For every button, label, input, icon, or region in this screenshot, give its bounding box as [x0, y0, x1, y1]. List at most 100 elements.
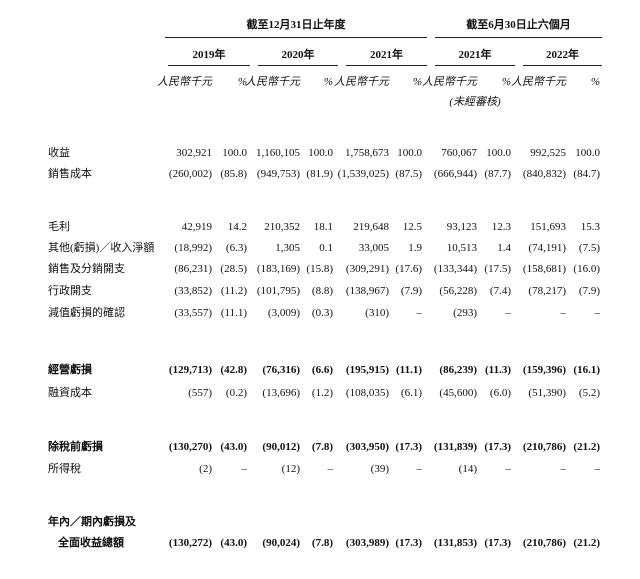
cell: (43.0)	[220, 441, 247, 453]
cell: (6.0)	[489, 387, 511, 399]
cell: 302,921	[176, 147, 212, 159]
cell: (6.6)	[311, 364, 333, 376]
year: 2019年	[192, 49, 226, 61]
cell: (195,915)	[345, 364, 389, 376]
unit-amount: 人民幣千元	[245, 76, 300, 88]
cell: (7.8)	[311, 441, 333, 453]
cell: (101,795)	[256, 285, 300, 297]
cell: 1,758,673	[345, 147, 389, 159]
cell: (310)	[365, 307, 389, 319]
cell: (39)	[370, 463, 389, 475]
rule	[523, 65, 602, 66]
row-label: 年內／期內虧損及	[48, 516, 136, 528]
cell: 1.4	[497, 242, 511, 254]
cell: 992,525	[530, 147, 566, 159]
cell: (158,681)	[522, 263, 566, 275]
cell: 12.3	[491, 221, 511, 233]
cell: (86,231)	[174, 263, 212, 275]
cell: (76,316)	[262, 364, 300, 376]
cell: (17.6)	[395, 263, 422, 275]
cell: 18.1	[313, 221, 333, 233]
cell: (33,557)	[174, 307, 212, 319]
cell: (6.1)	[400, 387, 422, 399]
cell: 100.0	[575, 147, 600, 159]
cell: 10,513	[446, 242, 477, 254]
cell: –	[327, 463, 334, 475]
row-label: 全面收益總額	[58, 537, 124, 549]
cell: 1.9	[408, 242, 422, 254]
year: 2021年	[458, 49, 492, 61]
unaudited: (未經審核)	[449, 96, 501, 108]
cell: (138,967)	[345, 285, 389, 297]
cell: (557)	[188, 387, 212, 399]
cell: (21.2)	[573, 537, 600, 549]
cell: (309,291)	[345, 263, 389, 275]
cell: (108,035)	[345, 387, 389, 399]
group-title: 截至6月30日止六個月	[466, 19, 571, 31]
cell: (3,009)	[267, 307, 300, 319]
year: 2022年	[546, 49, 579, 61]
cell: 151,693	[530, 221, 566, 233]
cell: (11.1)	[396, 364, 422, 376]
cell: (90,024)	[262, 537, 300, 549]
cell: (51,390)	[528, 387, 566, 399]
cell: (14)	[458, 463, 477, 475]
cell: (131,853)	[433, 537, 477, 549]
cell: 210,352	[264, 221, 300, 233]
cell: (8.8)	[311, 285, 333, 297]
cell: (18,992)	[174, 242, 212, 254]
unit-amount: 人民幣千元	[422, 76, 477, 88]
cell: 100.0	[486, 147, 511, 159]
cell: –	[560, 463, 567, 475]
cell: (17.5)	[484, 263, 511, 275]
cell: (12)	[281, 463, 300, 475]
unit-percent: %	[501, 76, 511, 88]
unit-percent: %	[237, 76, 247, 88]
cell: –	[594, 307, 601, 319]
cell: 0.1	[319, 242, 333, 254]
cell: (17.3)	[484, 441, 511, 453]
cell: (129,713)	[168, 364, 212, 376]
cell: (130,270)	[168, 441, 212, 453]
unit-amount: 人民幣千元	[334, 76, 389, 88]
cell: (13,696)	[262, 387, 300, 399]
unit-percent: %	[323, 76, 333, 88]
cell: (293)	[453, 307, 477, 319]
row-label: 除稅前虧損	[48, 441, 103, 453]
cell: (6.3)	[225, 242, 247, 254]
unit-percent: %	[412, 76, 422, 88]
unit-percent: %	[590, 76, 600, 88]
unit-amount: 人民幣千元	[157, 76, 212, 88]
cell: 42,919	[181, 221, 212, 233]
cell: –	[505, 307, 512, 319]
rule	[435, 65, 515, 66]
cell: (85.8)	[220, 168, 247, 180]
cell: (21.2)	[573, 441, 600, 453]
cell: (133,344)	[433, 263, 477, 275]
cell: (78,217)	[528, 285, 566, 297]
cell: (303,950)	[345, 441, 389, 453]
cell: (87.5)	[395, 168, 422, 180]
cell: 12.5	[402, 221, 422, 233]
cell: (16.1)	[573, 364, 600, 376]
year: 2020年	[281, 49, 315, 61]
cell: (81.9)	[306, 168, 333, 180]
cell: (11.1)	[220, 307, 247, 319]
cell: (45,600)	[439, 387, 477, 399]
row-label: 減值虧損的確認	[48, 307, 125, 319]
cell: 100.0	[222, 147, 247, 159]
rule	[346, 65, 427, 66]
cell: (28.5)	[220, 263, 247, 275]
cell: (159,396)	[522, 364, 566, 376]
row-label: 融資成本	[48, 387, 92, 399]
cell: (7.4)	[489, 285, 511, 297]
cell: (840,832)	[522, 168, 566, 180]
cell: 14.2	[227, 221, 247, 233]
cell: –	[560, 307, 567, 319]
cell: (15.8)	[306, 263, 333, 275]
cell: (42.8)	[220, 364, 247, 376]
cell: (56,228)	[439, 285, 477, 297]
row-label: 銷售及分銷開支	[48, 263, 125, 275]
cell: (131,839)	[433, 441, 477, 453]
